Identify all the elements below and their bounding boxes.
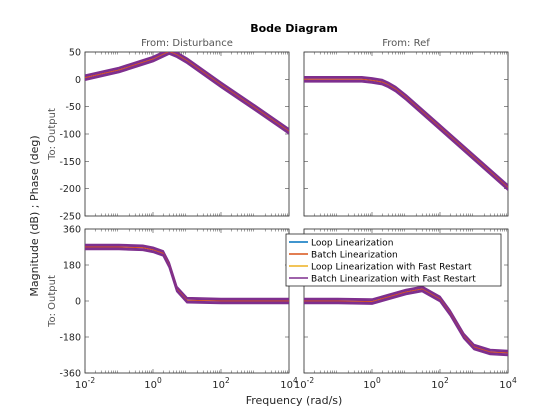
legend-entry: Batch Linearization with Fast Restart [311,275,476,285]
response-curve [85,52,289,131]
panel-mag-disturbance: From: Disturbance 50 0 -50 -100 -150 -200 -250 T… [47,38,290,223]
y-tick-label: 0 [75,75,81,86]
row-label: To: Output [47,275,58,328]
y-tick-label: -150 [59,157,81,168]
response-curve [304,286,508,353]
panel-mag-ref: From: Ref [303,38,509,217]
legend-entry: Loop Linearization with Fast Restart [311,263,472,273]
y-tick-label: 180 [63,261,81,272]
axes-frame [84,51,290,217]
x-axis-label: Frequency (rad/s) [246,394,343,407]
legend: Loop Linearization Batch Linearization Loo… [285,233,502,287]
response-curve [304,81,508,191]
y-tick-label: 0 [75,297,81,308]
y-tick-label: -100 [59,130,81,141]
curves [85,52,289,135]
response-curve [85,52,289,132]
response-curve [85,248,289,305]
panels: From: Disturbance 50 0 -50 -100 -150 -200 -250 T… [47,38,517,391]
y-tick-label: 360 [63,225,81,236]
response-curve [85,52,289,134]
legend-box [285,233,502,287]
row-label: To: Output [47,108,58,161]
response-curve [304,78,508,188]
curves [304,285,508,357]
y-tick-label: -50 [65,102,81,113]
response-curve [304,288,508,354]
legend-entry: Loop Linearization [311,239,393,249]
x-tick-label: 104 [499,376,517,391]
column-title: From: Ref [382,38,430,49]
y-tick-label: -200 [59,184,81,195]
legend-entry: Batch Linearization [311,251,398,261]
response-curve [304,285,508,352]
y-tick-label: -360 [59,369,81,380]
x-tick-label: 102 [431,376,449,391]
y-tick-label: 50 [69,48,81,59]
curves [85,243,289,305]
response-curve [304,76,508,186]
response-curve [85,53,289,135]
column-title: From: Disturbance [141,38,233,49]
y-axis-label: Magnitude (dB) ; Phase (deg) [28,135,41,296]
response-curve [304,290,508,357]
y-tick-label: -180 [59,333,81,344]
curves [304,76,508,191]
x-tick-label: 100 [144,376,162,391]
x-tick-label: 102 [212,376,230,391]
y-tick-label: -250 [59,212,81,223]
response-curve [304,79,508,190]
response-curve [304,77,508,187]
chart-title: Bode Diagram [250,22,338,35]
response-curve [85,52,289,130]
x-tick-label: 100 [363,376,381,391]
response-curve [304,289,508,355]
response-curve [85,244,289,301]
